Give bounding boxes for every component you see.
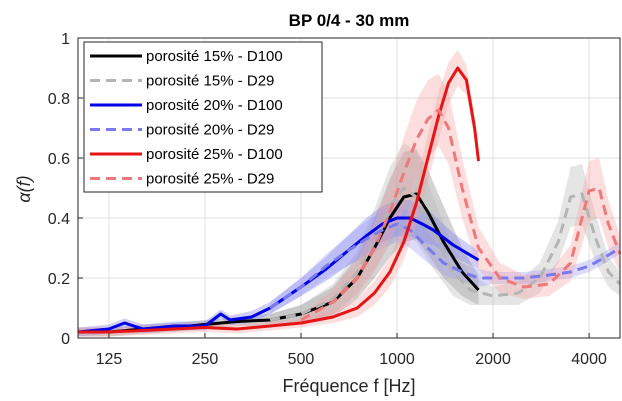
series-line-porosit-20-d29 bbox=[269, 222, 621, 310]
x-tick-label: 500 bbox=[288, 351, 315, 368]
y-tick-label: 0 bbox=[61, 331, 70, 348]
axes-box bbox=[77, 37, 621, 339]
legend-label-porosit-15-d29: porosité 15% - D29 bbox=[146, 73, 274, 90]
y-tick-label: 0.6 bbox=[48, 151, 70, 168]
y-tick-label: 0.4 bbox=[48, 211, 70, 228]
axes bbox=[77, 37, 621, 339]
series-line-porosit-15-d29 bbox=[269, 186, 622, 322]
y-axis-label: α(f) bbox=[14, 175, 34, 202]
chart-title: BP 0/4 - 30 mm bbox=[289, 11, 410, 30]
legend: porosité 15% - D100 porosité 15% - D29 por… bbox=[83, 41, 323, 193]
band-porosit-20-d29 bbox=[270, 206, 620, 314]
legend-label-porosit-20-d29: porosité 20% - D29 bbox=[146, 122, 274, 139]
legend-box bbox=[83, 41, 323, 193]
y-tick-label: 0.8 bbox=[48, 91, 70, 108]
x-tick-label: 125 bbox=[96, 351, 123, 368]
x-tick-label: 250 bbox=[192, 351, 219, 368]
series-lines bbox=[77, 66, 622, 334]
legend-label-porosit-20-d100: porosité 20% - D100 bbox=[146, 97, 283, 114]
series-line-porosit-25-d100 bbox=[78, 66, 480, 334]
x-tick-label: 1000 bbox=[379, 351, 415, 368]
x-tick-label: 2000 bbox=[475, 351, 511, 368]
tick-labels: 125 250 500 1000 2000 4000 0 0.2 0.4 0.6 0.8 1 bbox=[48, 31, 607, 368]
band-porosit-25-d29 bbox=[301, 74, 620, 326]
legend-label-porosit-25-d29: porosité 25% - D29 bbox=[146, 171, 274, 188]
y-tick-label: 0.2 bbox=[48, 271, 70, 288]
legend-label-porosit-25-d100: porosité 25% - D100 bbox=[146, 146, 283, 163]
x-axis-label: Fréquence f [Hz] bbox=[282, 376, 415, 396]
legend-label-porosit-15-d100: porosité 15% - D100 bbox=[146, 48, 283, 65]
band-porosit-15-d100 bbox=[78, 149, 479, 337]
band-porosit-15-d29 bbox=[270, 143, 620, 326]
series-line-porosit-25-d29 bbox=[300, 108, 622, 322]
y-tick-label: 1 bbox=[61, 31, 70, 48]
x-tick-label: 4000 bbox=[571, 351, 607, 368]
